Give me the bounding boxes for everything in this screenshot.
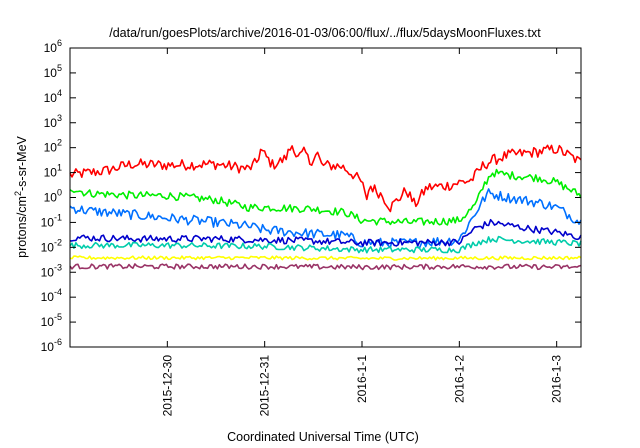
y-tick-label-exp: 1: [57, 163, 62, 173]
x-axis: 2015-12-30 2015-12-31 2016-1-1 2016-1-2 2016…: [160, 48, 564, 417]
y-tick-label-base: 10: [44, 191, 58, 205]
y-tick-label-exp: 3: [57, 113, 62, 123]
y-tick-label: 10-4: [41, 287, 62, 304]
y-tick-label-exp: 4: [57, 88, 62, 98]
series-layer: [69, 144, 582, 271]
y-tick-label: 10-5: [41, 312, 62, 329]
y-tick-label-base: 10: [41, 240, 55, 254]
y-axis-label-rest: -s-sr-MeV: [15, 135, 29, 191]
y-tick-label-exp: -6: [54, 337, 62, 347]
y-tick-label-exp: -4: [54, 287, 62, 297]
y-tick-label: 106: [44, 38, 62, 55]
series-line: [69, 263, 582, 271]
y-tick-label: 103: [44, 113, 62, 130]
y-tick-label: 102: [44, 138, 62, 155]
y-tick-label: 10-2: [41, 237, 62, 254]
y-tick-label: 10-1: [41, 212, 62, 229]
series-line: [69, 144, 582, 213]
y-tick-label-base: 10: [41, 215, 55, 229]
y-tick-label-base: 10: [41, 265, 55, 279]
y-tick-label: 10-3: [41, 262, 62, 279]
y-axis: 10610510410310210110010-110-210-310-410-…: [41, 38, 581, 354]
y-tick-label-exp: -5: [54, 312, 62, 322]
y-tick-label-base: 10: [41, 290, 55, 304]
series-line: [69, 188, 582, 249]
y-tick-label: 104: [44, 88, 62, 105]
y-axis-label-base: protons/cm: [15, 196, 29, 258]
series-line: [70, 218, 582, 247]
y-tick-label-exp: 0: [57, 188, 62, 198]
y-tick-label-exp: 2: [57, 138, 62, 148]
x-tick-label: 2015-12-30: [160, 355, 174, 417]
x-axis-label: Coordinated Universal Time (UTC): [227, 430, 419, 444]
y-tick-label-base: 10: [44, 141, 58, 155]
series-line: [69, 168, 582, 226]
y-tick-label-base: 10: [44, 41, 58, 55]
y-tick-label-base: 10: [44, 91, 58, 105]
y-tick-label-base: 10: [41, 315, 55, 329]
y-tick-label: 100: [44, 188, 62, 205]
y-tick-label-exp: 5: [57, 63, 62, 73]
plot-frame: [69, 47, 582, 348]
series-line: [69, 235, 582, 254]
y-tick-label-exp: -3: [54, 262, 62, 272]
y-tick-label-exp: -1: [54, 212, 62, 222]
y-tick-label: 105: [44, 63, 62, 80]
y-axis-label: protons/cm2-s-sr-MeV: [13, 135, 29, 257]
y-tick-label-base: 10: [41, 340, 55, 354]
y-tick-label: 10-6: [41, 337, 62, 354]
y-tick-label-exp: -2: [54, 237, 62, 247]
y-tick-label: 101: [44, 163, 62, 180]
x-tick-label: 2015-12-31: [258, 355, 272, 417]
y-tick-label-base: 10: [44, 66, 58, 80]
x-tick-label: 2016-1-1: [355, 355, 369, 403]
series-line: [69, 255, 582, 261]
y-tick-label-exp: 6: [57, 38, 62, 48]
chart-title: /data/run/goesPlots/archive/2016-01-03/0…: [109, 26, 541, 40]
y-tick-label-base: 10: [44, 166, 58, 180]
y-tick-label-base: 10: [44, 116, 58, 130]
x-tick-label: 2016-1-2: [452, 355, 466, 403]
y-axis-label-sup: 2: [13, 191, 23, 196]
x-tick-label: 2016-1-3: [550, 355, 564, 403]
